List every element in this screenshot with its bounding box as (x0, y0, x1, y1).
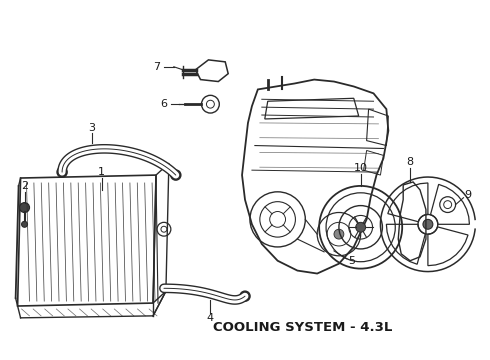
Text: COOLING SYSTEM - 4.3L: COOLING SYSTEM - 4.3L (214, 321, 393, 334)
Circle shape (423, 219, 433, 229)
Text: 2: 2 (21, 181, 28, 191)
Text: 1: 1 (98, 167, 105, 177)
Text: 4: 4 (207, 313, 214, 323)
Text: 8: 8 (407, 157, 414, 167)
Circle shape (20, 203, 29, 212)
Text: 3: 3 (88, 123, 95, 133)
Circle shape (22, 221, 27, 227)
Text: 6: 6 (160, 99, 168, 109)
Circle shape (334, 229, 344, 239)
Text: 7: 7 (153, 62, 161, 72)
Text: 5: 5 (348, 256, 355, 266)
Circle shape (356, 222, 366, 232)
Text: 10: 10 (354, 163, 368, 173)
Text: 9: 9 (464, 190, 471, 200)
